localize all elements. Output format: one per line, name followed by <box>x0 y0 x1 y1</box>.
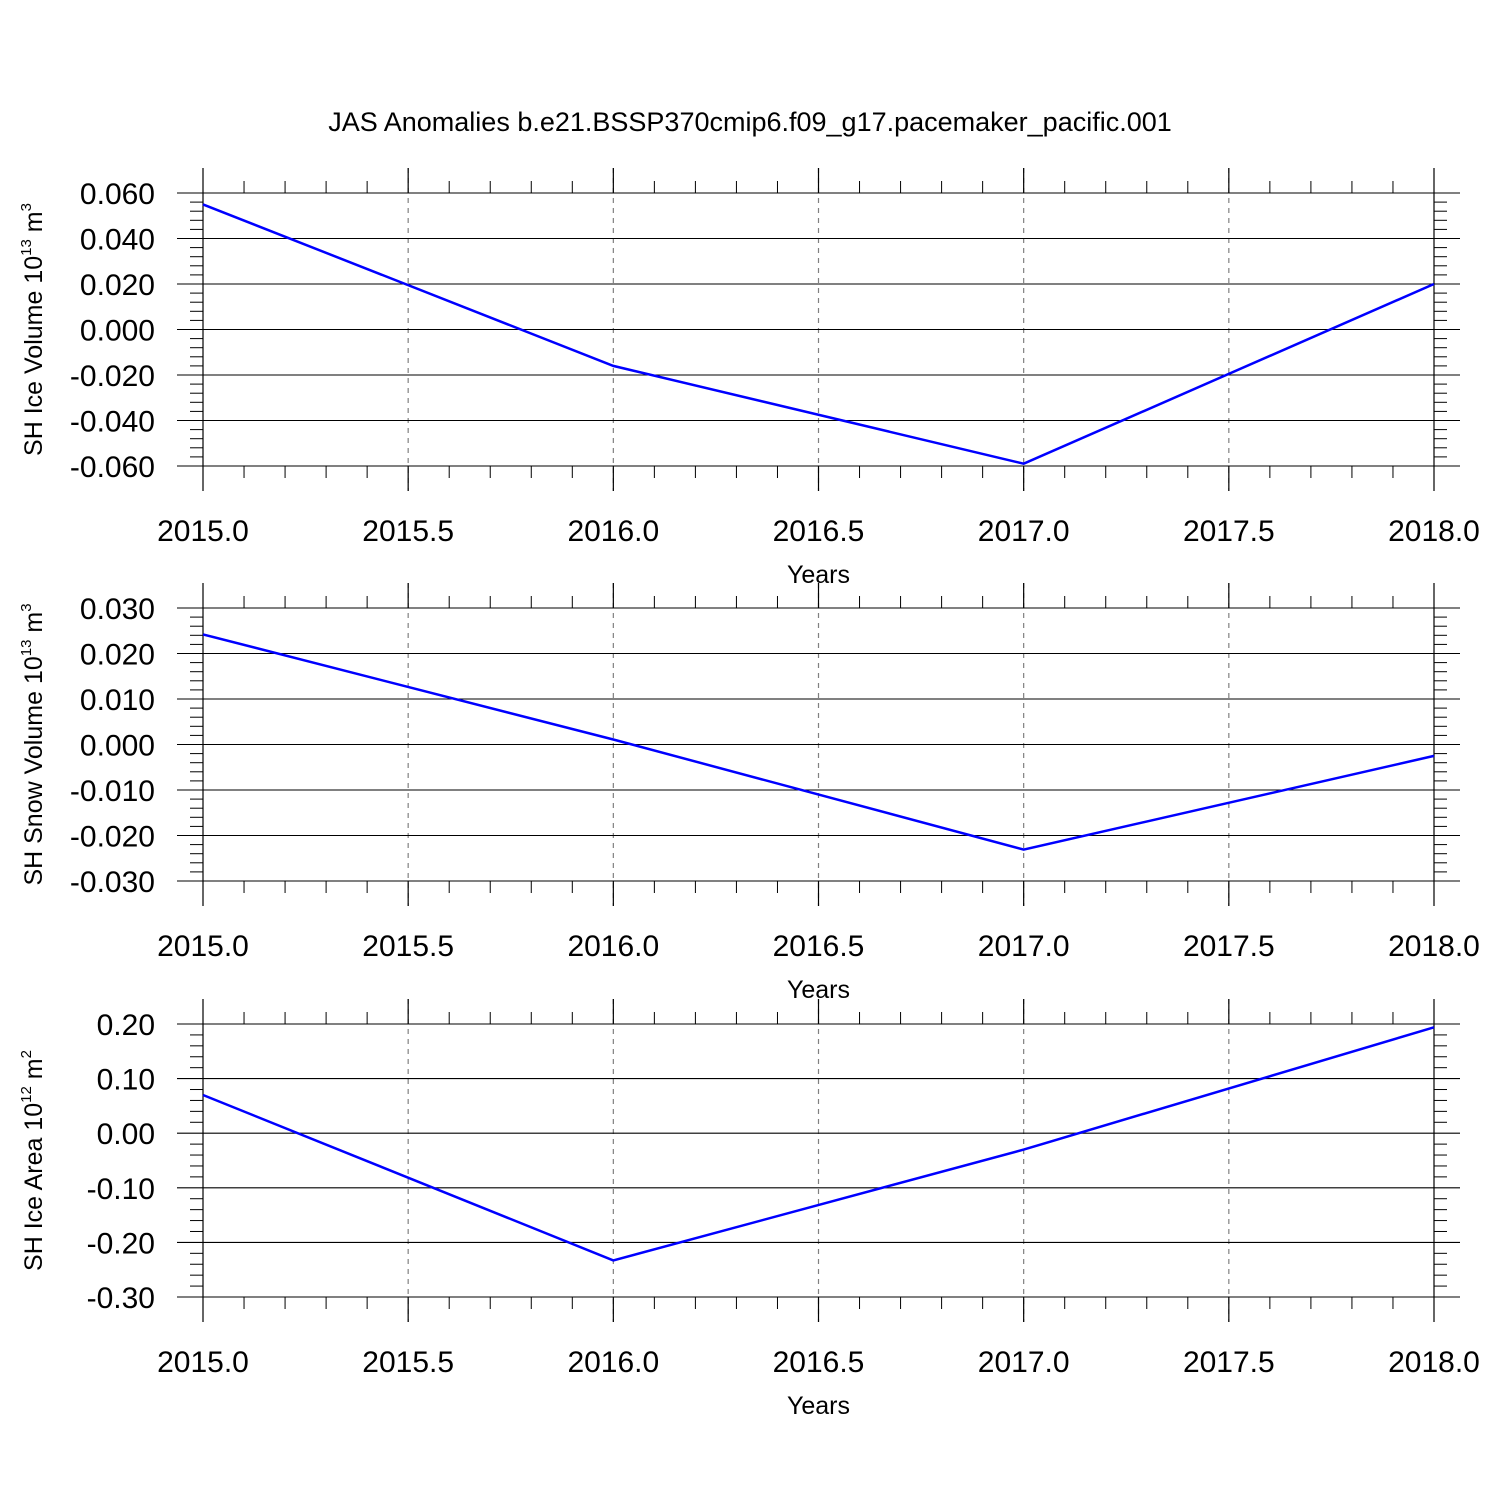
x-axis-title: Years <box>787 1392 850 1420</box>
y-tick-label: -0.20 <box>87 1227 155 1260</box>
x-tick-label: 2018.0 <box>1388 1346 1480 1379</box>
y-tick-label: 0.00 <box>97 1118 155 1151</box>
x-tick-label: 2017.0 <box>978 1346 1070 1379</box>
series-line-1 <box>202 1026 1435 1262</box>
x-tick-label: 2017.5 <box>1183 930 1275 963</box>
x-tick-label: 2016.0 <box>567 515 659 548</box>
x-tick-label: 2017.0 <box>978 515 1070 548</box>
y-tick-label: 0.020 <box>80 639 155 672</box>
y-tick-label: 0.000 <box>80 315 155 348</box>
y-tick-label: 0.20 <box>97 1009 155 1042</box>
y-tick-label: -0.020 <box>70 821 155 854</box>
y-tick-label: -0.010 <box>70 775 155 808</box>
x-tick-label: 2016.5 <box>773 1346 865 1379</box>
x-tick-label: 2015.0 <box>157 515 249 548</box>
y-tick-label: -0.040 <box>70 406 155 439</box>
y-tick-label: 0.060 <box>80 178 155 211</box>
series-line-1 <box>202 203 1435 466</box>
x-tick-label: 2015.5 <box>362 930 454 963</box>
y-tick-label: 0.10 <box>97 1064 155 1097</box>
x-tick-label: 2016.0 <box>567 930 659 963</box>
x-tick-label: 2017.0 <box>978 930 1070 963</box>
x-tick-label: 2015.5 <box>362 515 454 548</box>
y-axis-title: SH Ice Volume 1013 m3 <box>18 203 48 456</box>
y-axis-title: SH Snow Volume 1013 m3 <box>18 603 48 885</box>
y-tick-label: 0.020 <box>80 269 155 302</box>
y-tick-label: -0.10 <box>87 1173 155 1206</box>
x-tick-label: 2016.5 <box>773 930 865 963</box>
y-tick-label: 0.000 <box>80 730 155 763</box>
x-tick-label: 2015.5 <box>362 1346 454 1379</box>
x-tick-label: 2015.0 <box>157 930 249 963</box>
y-tick-label: 0.030 <box>80 593 155 626</box>
x-tick-label: 2016.0 <box>567 1346 659 1379</box>
y-axis-title: SH Ice Area 1012 m2 <box>18 1050 48 1271</box>
chart-panel-1: 0.0600.0400.0200.000-0.020-0.040-0.06020… <box>18 168 1480 589</box>
y-tick-label: -0.030 <box>70 866 155 899</box>
y-tick-label: 0.010 <box>80 684 155 717</box>
x-tick-label: 2018.0 <box>1388 515 1480 548</box>
x-tick-label: 2015.0 <box>157 1346 249 1379</box>
x-tick-label: 2017.5 <box>1183 515 1275 548</box>
y-tick-label: -0.020 <box>70 360 155 393</box>
x-tick-label: 2016.5 <box>773 515 865 548</box>
x-tick-label: 2018.0 <box>1388 930 1480 963</box>
chart-title: JAS Anomalies b.e21.BSSP370cmip6.f09_g17… <box>328 107 1172 137</box>
chart-panel-2: 0.0300.0200.0100.000-0.010-0.020-0.03020… <box>18 583 1480 1004</box>
x-tick-label: 2017.5 <box>1183 1346 1275 1379</box>
y-tick-label: -0.060 <box>70 451 155 484</box>
y-tick-label: 0.040 <box>80 224 155 257</box>
series-line-1 <box>202 633 1435 851</box>
y-tick-label: -0.30 <box>87 1282 155 1315</box>
